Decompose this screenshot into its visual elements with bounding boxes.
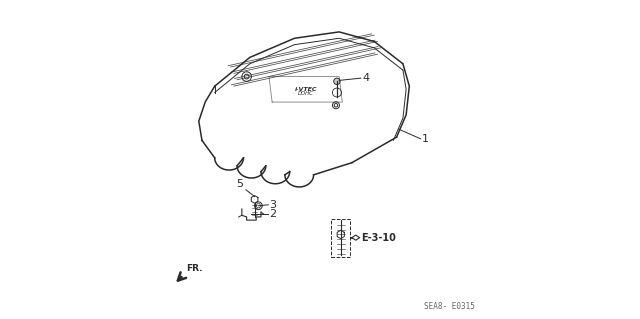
Text: DOHC: DOHC xyxy=(298,91,314,96)
Text: 5: 5 xyxy=(236,179,243,189)
Text: SEA8- E0315: SEA8- E0315 xyxy=(424,302,475,311)
Text: 4: 4 xyxy=(362,73,369,83)
Text: 3: 3 xyxy=(269,200,276,210)
Text: 1: 1 xyxy=(422,134,429,144)
Circle shape xyxy=(333,78,340,85)
Text: E-3-10: E-3-10 xyxy=(361,233,396,243)
Text: i·VTEC: i·VTEC xyxy=(294,87,317,92)
Text: 2: 2 xyxy=(269,209,276,219)
Bar xyxy=(331,219,350,257)
Text: FR.: FR. xyxy=(186,264,202,273)
